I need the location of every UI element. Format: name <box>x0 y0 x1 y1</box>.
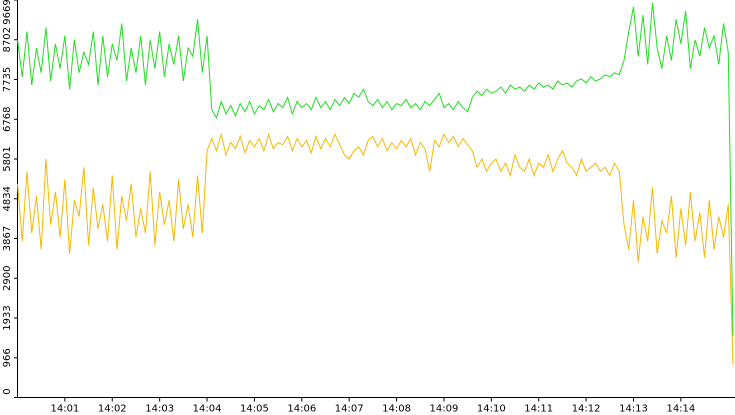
x-tick-label: 14:14 <box>666 404 695 415</box>
x-tick-label: 14:05 <box>240 404 269 415</box>
x-tick-label: 14:11 <box>524 404 553 415</box>
x-tick-label: 14:03 <box>145 404 174 415</box>
x-tick-label: 14:13 <box>619 404 648 415</box>
y-tick-label: 6768 <box>2 107 13 132</box>
y-tick-label: 4834 <box>2 186 13 211</box>
x-tick-label: 14:04 <box>193 404 222 415</box>
y-tick-label: 8702 <box>2 27 13 52</box>
x-tick-label: 14:09 <box>430 404 459 415</box>
y-tick-label: 966 <box>2 348 13 367</box>
x-tick-label: 14:12 <box>572 404 601 415</box>
series-line <box>17 132 734 365</box>
y-tick-label: 0 <box>2 388 13 394</box>
y-tick-label: 5801 <box>2 146 13 171</box>
y-tick-label: 2900 <box>2 266 13 291</box>
x-tick-label: 14:02 <box>98 404 127 415</box>
y-tick-label: 7735 <box>2 67 13 92</box>
x-tick-label: 14:08 <box>382 404 411 415</box>
y-tick-label: 3867 <box>2 226 13 251</box>
x-tick-label: 14:01 <box>50 404 79 415</box>
series-line <box>17 2 734 336</box>
y-tick-label: 1933 <box>2 305 13 330</box>
x-tick-label: 14:07 <box>335 404 364 415</box>
x-tick-label: 14:10 <box>477 404 506 415</box>
x-tick-label: 14:06 <box>287 404 316 415</box>
y-tick-label: 9669 <box>2 0 13 25</box>
